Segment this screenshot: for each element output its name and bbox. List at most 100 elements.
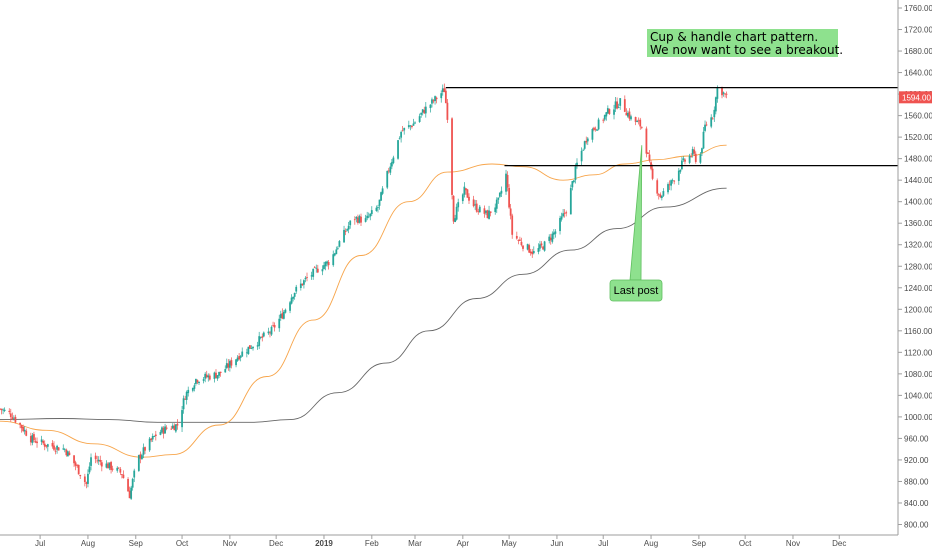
x-tick-label: Sep bbox=[129, 539, 144, 548]
candle-body bbox=[532, 251, 535, 254]
candle bbox=[583, 140, 586, 151]
y-tick-label: 1240.00 bbox=[904, 284, 932, 293]
candle-body bbox=[282, 311, 285, 319]
candle-body bbox=[673, 180, 676, 182]
candle bbox=[88, 462, 91, 475]
candle bbox=[279, 310, 282, 321]
candle-body bbox=[105, 463, 108, 468]
candle-body bbox=[637, 120, 640, 122]
candle bbox=[65, 448, 68, 457]
candle-body bbox=[401, 130, 404, 132]
candle-body bbox=[0, 408, 3, 411]
candle-body bbox=[99, 459, 102, 462]
candle-body bbox=[418, 116, 421, 122]
candle-body bbox=[397, 140, 399, 159]
candle bbox=[451, 117, 453, 200]
candle-body bbox=[377, 207, 379, 208]
candle bbox=[671, 178, 674, 184]
candle bbox=[543, 240, 546, 252]
candle-body bbox=[227, 363, 230, 368]
candle bbox=[522, 244, 524, 252]
y-tick-label: 1080.00 bbox=[904, 370, 932, 379]
candle bbox=[205, 370, 208, 379]
x-tick-label: Dec bbox=[269, 539, 283, 548]
candle-body bbox=[511, 215, 514, 235]
candle bbox=[62, 444, 65, 451]
candle-body bbox=[713, 109, 716, 118]
candle-body bbox=[76, 465, 79, 467]
y-tick-label: 1040.00 bbox=[904, 391, 932, 400]
candle bbox=[20, 424, 23, 433]
candle-body bbox=[111, 468, 114, 470]
candle-body bbox=[403, 127, 406, 131]
candle-body bbox=[606, 108, 609, 114]
candle-body bbox=[316, 268, 319, 273]
candle-body bbox=[500, 190, 503, 194]
candle bbox=[94, 452, 97, 464]
candle bbox=[528, 243, 531, 253]
candle bbox=[537, 243, 540, 255]
candle-body bbox=[539, 244, 541, 249]
candle-body bbox=[705, 124, 708, 126]
candle-body bbox=[42, 440, 45, 444]
candle-body bbox=[684, 159, 686, 162]
candle-body bbox=[446, 102, 449, 120]
candle bbox=[357, 214, 359, 225]
candle-body bbox=[289, 302, 291, 311]
candle-body bbox=[573, 180, 575, 182]
candle-body bbox=[292, 296, 295, 299]
candle-body bbox=[548, 236, 551, 241]
candle-body bbox=[14, 416, 17, 423]
candle bbox=[619, 98, 622, 110]
candle-body bbox=[303, 280, 305, 285]
candle bbox=[444, 87, 447, 104]
candle bbox=[466, 188, 469, 198]
candle bbox=[159, 429, 162, 436]
candle bbox=[43, 440, 46, 451]
candle-body bbox=[693, 149, 696, 154]
y-tick-label: 840.00 bbox=[904, 499, 929, 508]
candle-body bbox=[364, 218, 367, 222]
candle-body bbox=[670, 180, 672, 186]
candle-body bbox=[554, 231, 557, 234]
candle-body bbox=[97, 459, 100, 462]
candle bbox=[637, 117, 640, 125]
ma200-layer bbox=[0, 187, 727, 423]
candle bbox=[198, 381, 200, 386]
candle-body bbox=[454, 218, 457, 223]
candle-body bbox=[241, 351, 244, 357]
candle bbox=[261, 333, 264, 342]
candle bbox=[614, 96, 617, 112]
candle-body bbox=[228, 361, 231, 368]
candle-body bbox=[667, 184, 669, 193]
candle bbox=[230, 357, 233, 369]
candle-body bbox=[526, 244, 529, 250]
candle bbox=[576, 158, 578, 169]
candle bbox=[259, 336, 262, 340]
candle bbox=[369, 213, 372, 221]
candle bbox=[424, 102, 427, 118]
candle bbox=[434, 95, 436, 105]
candle-body bbox=[380, 192, 382, 201]
candle bbox=[645, 126, 648, 158]
y-tick-label: 1760.00 bbox=[904, 4, 932, 13]
candle bbox=[333, 252, 336, 257]
candle bbox=[2, 408, 4, 415]
candle bbox=[639, 117, 642, 130]
candle-body bbox=[295, 286, 298, 292]
candle bbox=[625, 108, 628, 116]
candle bbox=[421, 109, 424, 116]
candle bbox=[375, 205, 378, 212]
candle-body bbox=[594, 128, 597, 130]
candle-body bbox=[540, 243, 543, 246]
candle bbox=[407, 120, 410, 129]
candle bbox=[552, 229, 555, 240]
candle-body bbox=[171, 425, 174, 429]
candle bbox=[46, 443, 49, 452]
candle bbox=[63, 447, 66, 453]
candle-body bbox=[12, 418, 15, 420]
candle bbox=[170, 425, 173, 431]
candle-body bbox=[144, 447, 146, 451]
candle bbox=[174, 423, 177, 433]
